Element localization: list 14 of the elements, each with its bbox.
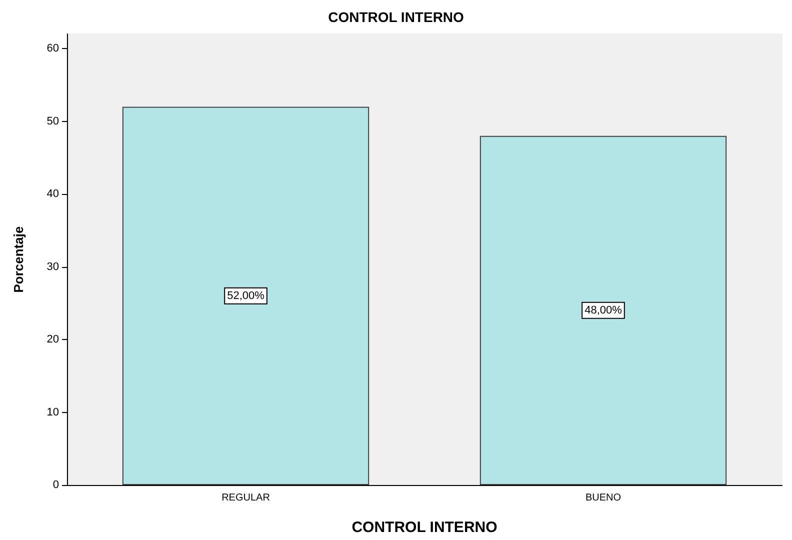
y-tick-label: 60 — [46, 42, 59, 55]
data-label: 48,00% — [584, 304, 622, 316]
y-tick-label: 10 — [46, 406, 59, 418]
y-tick-label: 20 — [46, 334, 59, 346]
x-axis-title: CONTROL INTERNO — [352, 519, 498, 536]
y-axis-title: Porcentaje — [11, 226, 26, 293]
y-tick-label: 40 — [46, 188, 59, 200]
x-tick-label: BUENO — [585, 492, 622, 504]
x-tick-label: REGULAR — [222, 492, 270, 504]
y-tick-label: 50 — [46, 115, 59, 128]
y-tick-label: 30 — [46, 260, 59, 273]
y-tick-label: 0 — [52, 479, 59, 491]
data-label: 52,00% — [227, 290, 265, 302]
chart-title: CONTROL INTERNO — [328, 9, 464, 25]
